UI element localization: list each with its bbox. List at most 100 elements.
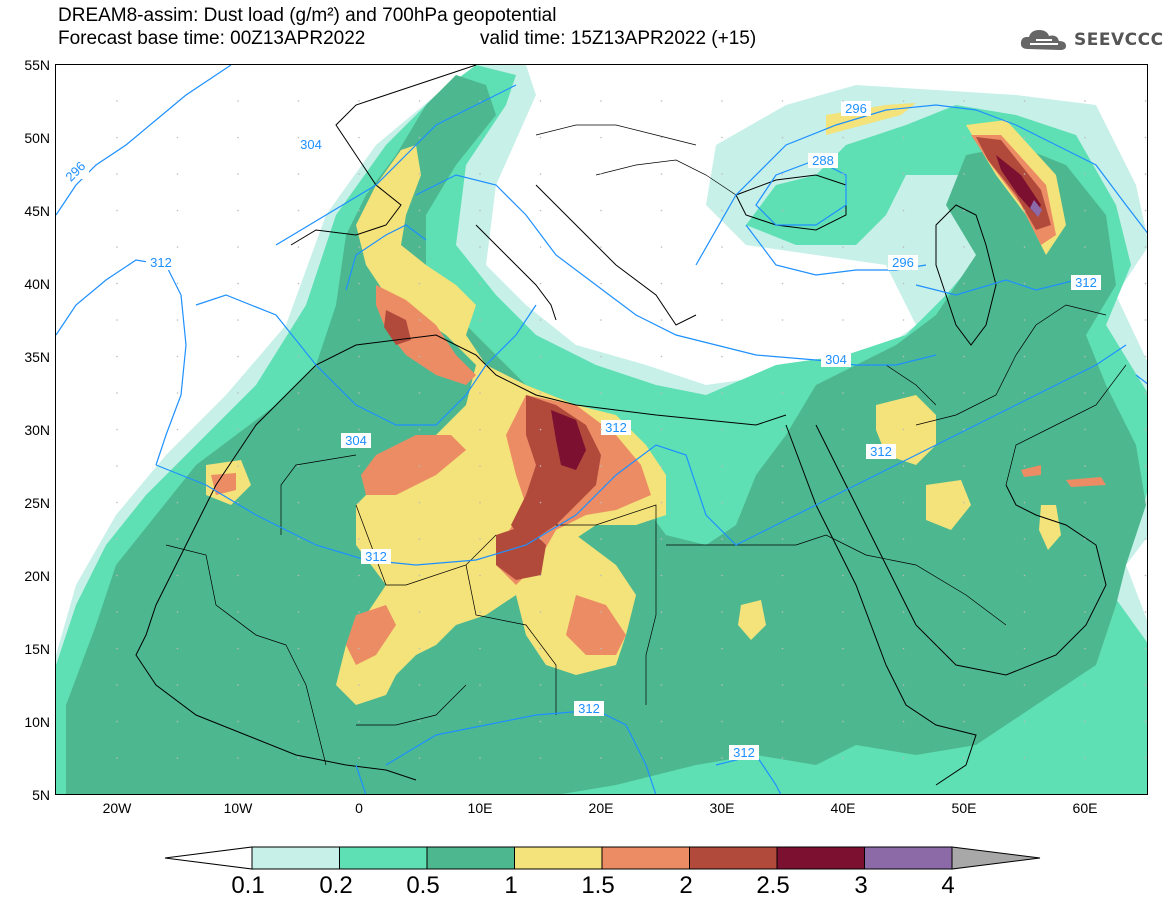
- dust-field-1-5: [211, 473, 236, 495]
- grid-dot: [1023, 100, 1026, 102]
- grid-dot: [116, 465, 118, 467]
- grid-dot: [600, 246, 602, 248]
- grid-dot: [1084, 684, 1086, 686]
- colorbar-box: [601, 846, 690, 870]
- contour-label: 304: [300, 137, 322, 152]
- grid-dot: [660, 428, 663, 431]
- grid-dot: [539, 465, 542, 467]
- grid-dot: [600, 684, 602, 686]
- grid-dot: [1084, 611, 1086, 613]
- grid-dot: [116, 611, 118, 613]
- grid-dot: [963, 173, 965, 175]
- grid-dot: [1023, 355, 1026, 358]
- grid-dot: [176, 100, 179, 102]
- grid-dot: [1023, 574, 1026, 577]
- grid-dot: [358, 647, 360, 650]
- grid-dot: [539, 136, 542, 139]
- grid-dot: [721, 428, 723, 431]
- grid-dot: [297, 136, 300, 139]
- grid-dot: [358, 173, 360, 175]
- grid-dot: [539, 574, 542, 577]
- grid-dot: [842, 684, 844, 686]
- grid-dot: [1084, 647, 1086, 650]
- grid-dot: [539, 538, 542, 540]
- lon-label: 20W: [102, 800, 132, 816]
- grid-dot: [176, 355, 179, 358]
- grid-dot: [1023, 428, 1026, 431]
- grid-dot: [600, 392, 602, 394]
- grid-dot: [660, 465, 663, 467]
- grid-dot: [660, 173, 663, 175]
- dust-field-2: [496, 525, 546, 580]
- grid-dot: [297, 246, 300, 248]
- grid-dot: [418, 465, 421, 467]
- grid-dot: [902, 501, 905, 504]
- grid-dot: [963, 355, 965, 358]
- grid-dot: [902, 100, 905, 102]
- grid-dot: [297, 209, 300, 212]
- grid-dot: [721, 611, 723, 613]
- lat-label: 40N: [24, 276, 50, 292]
- grid-dot: [963, 793, 965, 794]
- grid-dot: [660, 538, 663, 540]
- grid-dot: [842, 501, 844, 504]
- colorbar-under: [164, 846, 253, 870]
- grid-dot: [721, 392, 723, 394]
- grid-dot: [479, 720, 481, 723]
- grid-dot: [1084, 757, 1086, 759]
- dust-field-1-5: [346, 605, 396, 665]
- grid-dot: [842, 319, 844, 321]
- lon-label: 10E: [467, 800, 493, 816]
- grid-dot: [963, 501, 965, 504]
- grid-dot: [116, 209, 118, 212]
- grid-dot: [1084, 574, 1086, 577]
- grid-dot: [1084, 428, 1086, 431]
- grid-dot: [721, 246, 723, 248]
- colorbar-label: 1.5: [581, 872, 615, 899]
- colorbar-box: [251, 846, 340, 870]
- grid-dot: [902, 647, 905, 650]
- seevccc-logo: SEEVCCC: [1018, 27, 1164, 53]
- contour-label: 312: [578, 701, 600, 716]
- contour-label: 312: [150, 255, 172, 270]
- dust-field-1-5: [566, 595, 626, 655]
- grid-dot: [418, 501, 421, 504]
- grid-dot: [418, 611, 421, 613]
- grid-dot: [358, 465, 360, 467]
- grid-dot: [600, 355, 602, 358]
- grid-dot: [781, 355, 784, 358]
- grid-dot: [539, 392, 542, 394]
- grid-dot: [842, 574, 844, 577]
- grid-dot: [781, 246, 784, 248]
- grid-dot: [176, 282, 179, 285]
- grid-dot: [1084, 173, 1086, 175]
- grid-dot: [660, 209, 663, 212]
- lat-label: 25N: [24, 495, 50, 511]
- grid-dot: [237, 611, 239, 613]
- grid-dot: [600, 793, 602, 794]
- grid-dot: [479, 647, 481, 650]
- grid-dot: [297, 793, 300, 794]
- grid-dot: [963, 684, 965, 686]
- grid-dot: [1023, 282, 1026, 285]
- grid-dot: [842, 100, 844, 102]
- grid-dot: [1144, 319, 1147, 321]
- grid-dot: [479, 501, 481, 504]
- grid-dot: [176, 501, 179, 504]
- grid-dot: [1084, 246, 1086, 248]
- grid-dot: [116, 428, 118, 431]
- grid-dot: [902, 209, 905, 212]
- grid-dot: [600, 173, 602, 175]
- grid-dot: [418, 720, 421, 723]
- grid-dot: [176, 136, 179, 139]
- grid-dot: [237, 136, 239, 139]
- grid-dot: [297, 282, 300, 285]
- grid-dot: [842, 282, 844, 285]
- cloud-icon: [1020, 30, 1066, 50]
- grid-dot: [721, 793, 723, 794]
- grid-dot: [479, 793, 481, 794]
- colorbar-box: [689, 846, 778, 870]
- colorbar-label: 1: [504, 872, 518, 899]
- grid-dot: [116, 684, 118, 686]
- grid-dot: [176, 246, 179, 248]
